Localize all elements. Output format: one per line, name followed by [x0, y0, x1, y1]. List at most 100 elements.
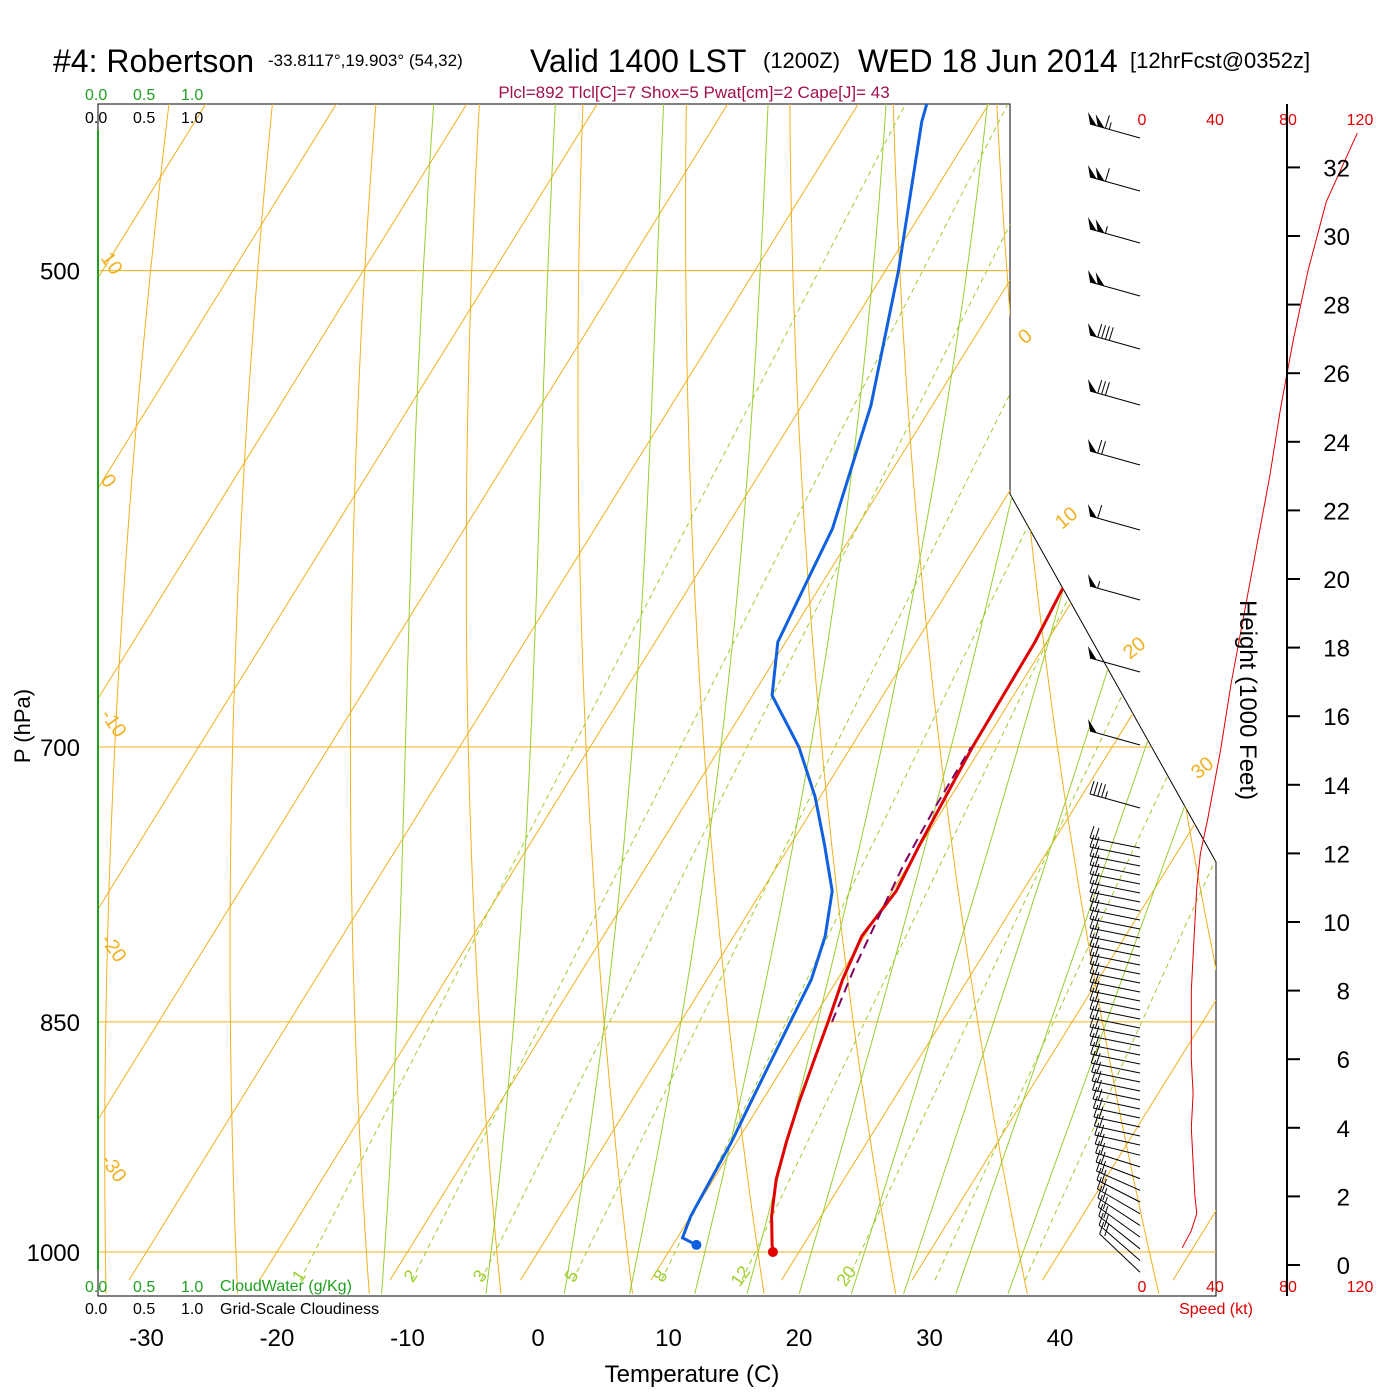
- wind-barb: [1096, 1176, 1141, 1215]
- dry-adiabat: [229, 104, 407, 1294]
- dry-adiabat-label: 0: [1014, 325, 1037, 349]
- height-tick-16: 16: [1323, 704, 1350, 731]
- height-tick-8: 8: [1337, 979, 1350, 1006]
- wind-barb: [1088, 112, 1141, 139]
- height-tick-14: 14: [1323, 773, 1350, 800]
- height-tick-26: 26: [1323, 361, 1350, 388]
- temp-tick--10: -10: [390, 1325, 425, 1352]
- forecast-date: WED 18 Jun 2014: [858, 43, 1118, 79]
- cloud-water-tick-bottom-1: 0.0: [85, 1279, 107, 1296]
- cloud-water-tick-top-1: 0.0: [85, 87, 107, 104]
- y-axis-label: P (hPa): [10, 689, 35, 763]
- mixing-ratio-line: [480, 104, 1148, 1281]
- wind-barb: [1094, 1122, 1141, 1146]
- mixing-ratio-line: [411, 104, 1085, 1281]
- wind-barb: [1088, 270, 1141, 297]
- speed-tick-bottom-120: 120: [1347, 1279, 1374, 1296]
- valid-time: Valid 1400 LST: [530, 43, 746, 79]
- wind-barb: [1096, 1158, 1141, 1191]
- dry-adiabat-label: -20: [96, 930, 131, 966]
- speed-tick-top-0: 0: [1138, 112, 1147, 129]
- speed-tick-top-40: 40: [1206, 112, 1224, 129]
- dry-adiabat-label: 10: [1051, 503, 1082, 534]
- wind-barb: [1095, 1140, 1141, 1168]
- temperature-line: [770, 104, 1216, 1253]
- mixing-ratio-line: [741, 104, 1216, 1281]
- temp-tick--20: -20: [260, 1325, 295, 1352]
- height-tick-22: 22: [1323, 498, 1350, 525]
- mixing-ratio-line: [572, 104, 1216, 1281]
- cloudiness-tick-bottom-3: 1.0: [181, 1301, 203, 1318]
- wind-barb: [1092, 1077, 1141, 1101]
- cloud-bottom-ticks: 0.0 0.5 1.0 CloudWater (g/Kg) 0.0 0.5 1.…: [85, 1278, 379, 1318]
- cloudiness-label: Grid-Scale Cloudiness: [220, 1301, 379, 1318]
- moist-adiabat: [381, 104, 534, 1294]
- pressure-tick-1000: 1000: [27, 1240, 80, 1267]
- mixing-ratio-line: [661, 104, 1216, 1281]
- wind-barb: [1089, 780, 1141, 809]
- height-tick-20: 20: [1323, 567, 1350, 594]
- speed-tick-top-120: 120: [1347, 112, 1374, 129]
- isotherm--50: [98, 104, 1139, 1281]
- wind-speed-profile: [1181, 132, 1358, 1249]
- cloudiness-tick-bottom-1: 0.0: [85, 1301, 107, 1318]
- cloudiness-tick-top-3: 1.0: [181, 110, 203, 127]
- moist-adiabat: [798, 104, 1175, 1294]
- isotherm--110: [98, 104, 356, 1281]
- isotherm--90: [98, 104, 617, 1281]
- moist-adiabat: [850, 104, 1216, 1294]
- isotherm--120: [98, 104, 226, 1281]
- speed-tick-top-80: 80: [1279, 112, 1297, 129]
- speed-axis-label: Speed (kt): [1179, 1301, 1253, 1318]
- height-tick-32: 32: [1323, 155, 1350, 182]
- cloudiness-tick-top-1: 0.0: [85, 110, 107, 127]
- isotherm-60: [1304, 0, 1400, 1280]
- height-tick-12: 12: [1323, 841, 1350, 868]
- temp-tick-30: 30: [916, 1325, 943, 1352]
- forecast-info: [12hrFcst@0352z]: [1130, 48, 1310, 73]
- surface-dewpoint-marker: [691, 1239, 702, 1250]
- height-tick-0: 0: [1337, 1253, 1350, 1280]
- dry-adiabat-label: -30: [96, 1150, 131, 1186]
- pressure-ticks: 2503004005007008501000: [27, 259, 80, 1267]
- isotherm-30: [911, 104, 1216, 1281]
- moist-adiabat: [694, 104, 938, 1294]
- isotherm-20: [781, 104, 1216, 1281]
- height-tick-4: 4: [1337, 1116, 1350, 1143]
- pressure-tick-850: 850: [40, 1010, 80, 1037]
- isotherm--100: [98, 104, 487, 1281]
- speed-tick-bottom-80: 80: [1279, 1279, 1297, 1296]
- wind-barb: [1094, 1131, 1141, 1156]
- height-tick-2: 2: [1337, 1184, 1350, 1211]
- temp-tick-40: 40: [1047, 1325, 1074, 1352]
- dry-adiabat: [104, 104, 322, 1294]
- dewpoint-line: [680, 104, 1112, 1247]
- isotherm--70: [98, 104, 878, 1281]
- station-coords: -33.8117°,19.903° (54,32): [268, 51, 463, 70]
- wind-barb: [1088, 646, 1141, 673]
- wind-barb: [1088, 165, 1141, 192]
- wind-barb: [1092, 1086, 1141, 1110]
- zulu-time: (1200Z): [763, 48, 840, 73]
- height-tick-30: 30: [1323, 224, 1350, 251]
- cloud-water-tick-top-3: 1.0: [181, 87, 203, 104]
- cloudiness-tick-bottom-2: 0.5: [133, 1301, 155, 1318]
- mixing-ratio-line: [847, 104, 1216, 1281]
- pressure-tick-500: 500: [40, 259, 80, 286]
- temp-tick--30: -30: [129, 1325, 164, 1352]
- wind-barb: [1091, 1068, 1141, 1092]
- x-axis-label: Temperature (C): [605, 1361, 780, 1388]
- cloud-top-ticks: 0.0 0.5 1.0 0.0 0.5 1.0: [85, 87, 203, 127]
- moist-adiabat: [563, 104, 731, 1294]
- isotherm--30: [128, 104, 1216, 1281]
- cloud-water-label: CloudWater (g/Kg): [220, 1278, 352, 1295]
- wind-barb: [1088, 323, 1141, 350]
- mixing-ratio-label: 2: [400, 1266, 422, 1286]
- mixing-ratio-line: [1024, 104, 1216, 1281]
- height-tick-10: 10: [1323, 910, 1350, 937]
- mixing-ratio-line: [934, 104, 1216, 1281]
- mixing-ratio-line: [299, 104, 984, 1281]
- temp-tick-10: 10: [655, 1325, 682, 1352]
